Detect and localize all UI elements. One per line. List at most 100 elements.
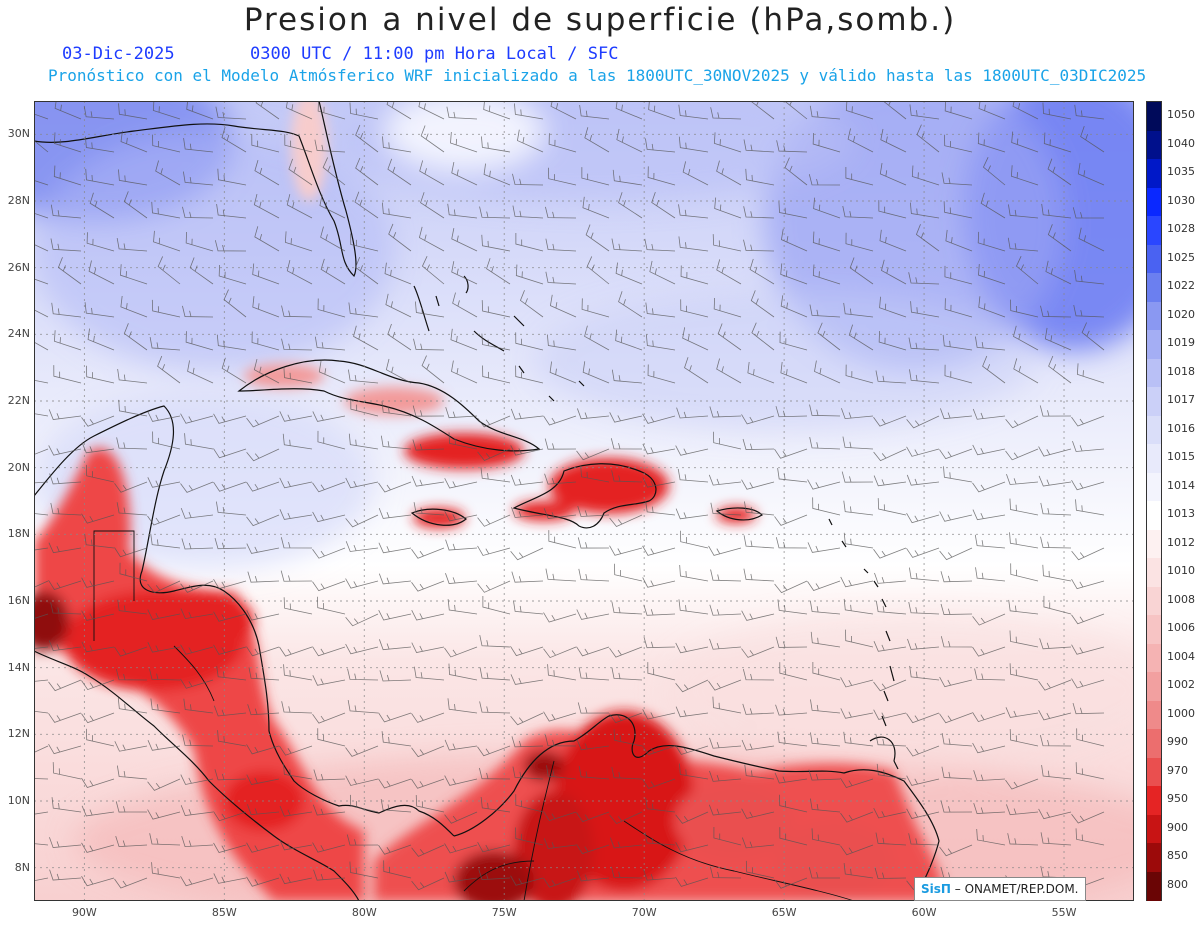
wind-barb: [545, 238, 577, 252]
wind-barb: [81, 641, 115, 653]
wind-barb: [348, 433, 379, 450]
wind-barb: [182, 305, 214, 318]
wind-barb: [182, 171, 214, 186]
wind-barb: [615, 329, 643, 351]
wind-barb: [446, 106, 478, 120]
pressure-map[interactable]: [34, 101, 1134, 901]
wind-barb: [875, 832, 907, 846]
valid-time: 0300 UTC / 11:00 pm Hora Local / SFC: [250, 44, 619, 64]
wind-barb: [187, 360, 214, 384]
wind-barb: [486, 258, 511, 285]
wind-barb: [1043, 595, 1072, 615]
wind-barb: [1077, 162, 1105, 186]
wind-barb: [645, 797, 676, 813]
wind-barb: [84, 302, 115, 318]
wind-barb: [817, 322, 841, 351]
wind-barb: [385, 358, 412, 384]
wind-barb: [980, 192, 1006, 219]
wind-barb: [312, 411, 346, 422]
wind-barb: [843, 500, 874, 516]
wind-barb: [355, 157, 379, 186]
wind-barb: [182, 734, 214, 747]
wind-barb: [944, 265, 973, 285]
colorbar-segment: [1147, 558, 1161, 587]
wind-barb: [479, 701, 511, 714]
wind-barb: [675, 811, 709, 824]
wind-barb: [780, 263, 808, 285]
wind-barb: [320, 226, 346, 252]
wind-barb: [477, 580, 511, 593]
wind-barb: [285, 101, 313, 120]
wind-barb: [675, 508, 709, 520]
wind-barb: [48, 409, 82, 421]
wind-barb: [779, 331, 808, 351]
wind-barb: [149, 337, 181, 351]
wind-barb: [87, 328, 115, 351]
wind-barb: [613, 729, 643, 747]
colorbar-segment: [1147, 672, 1161, 701]
wind-barb: [34, 113, 49, 120]
wind-barb: [877, 498, 907, 516]
wind-barb: [780, 295, 808, 318]
wind-barb: [216, 665, 247, 681]
wind-barb: [1008, 204, 1039, 219]
wind-barb: [214, 537, 247, 550]
wind-barb: [213, 413, 247, 424]
wind-barb: [678, 104, 709, 120]
wind-barb: [50, 502, 82, 516]
wind-barb: [848, 324, 874, 351]
wind-barb: [939, 676, 973, 688]
lon-label: 60W: [911, 906, 937, 919]
wind-barb: [942, 334, 973, 351]
wind-barb: [578, 765, 610, 780]
wind-barb: [609, 545, 643, 556]
colorbar-label: 1002: [1167, 678, 1195, 692]
wind-barb: [708, 545, 742, 556]
wind-barb: [246, 774, 280, 785]
colorbar-label: 950: [1167, 792, 1188, 806]
wind-barb: [678, 763, 709, 780]
wind-barb: [675, 744, 709, 755]
wind-barb: [615, 262, 643, 285]
wind-barb: [978, 264, 1006, 285]
wind-barb: [512, 173, 544, 186]
wind-barb: [345, 613, 379, 627]
wind-barb: [120, 130, 148, 153]
wind-barb: [288, 158, 313, 186]
wind-barb: [317, 298, 346, 318]
wind-barb: [378, 609, 412, 621]
wind-barb: [1081, 322, 1105, 351]
wind-barb: [1076, 363, 1105, 384]
wind-barb: [973, 770, 1006, 782]
colorbar-segment: [1147, 843, 1161, 872]
wind-barb: [34, 745, 49, 753]
wind-barb: [906, 745, 940, 757]
lat-label: 18N: [7, 527, 30, 541]
wind-barb: [221, 126, 247, 153]
colorbar-segment: [1147, 330, 1161, 359]
wind-barb: [812, 662, 841, 681]
wind-barb: [347, 699, 379, 714]
wind-barb: [547, 664, 577, 681]
wind-barb: [939, 844, 973, 857]
wind-barb: [975, 567, 1006, 582]
wind-barb: [378, 778, 412, 789]
wind-barb: [584, 325, 610, 351]
wind-barb: [709, 638, 742, 650]
wind-barb: [642, 778, 676, 789]
wind-barb: [180, 580, 214, 593]
wind-barb: [313, 769, 346, 781]
wind-barb: [742, 703, 775, 715]
wind-barb: [1005, 778, 1039, 790]
wind-barb: [387, 323, 412, 351]
colorbar-segment: [1147, 130, 1161, 160]
wind-barb: [515, 794, 544, 813]
wind-barb: [411, 580, 445, 592]
wind-barb: [511, 506, 544, 518]
wind-barb: [286, 260, 313, 285]
credit-box: SisΠ – ONAMET/REP.DOM.: [914, 877, 1086, 901]
wind-barb: [779, 662, 808, 681]
wind-barb: [940, 636, 973, 648]
wind-barb: [543, 646, 577, 659]
wind-barb: [282, 433, 313, 450]
